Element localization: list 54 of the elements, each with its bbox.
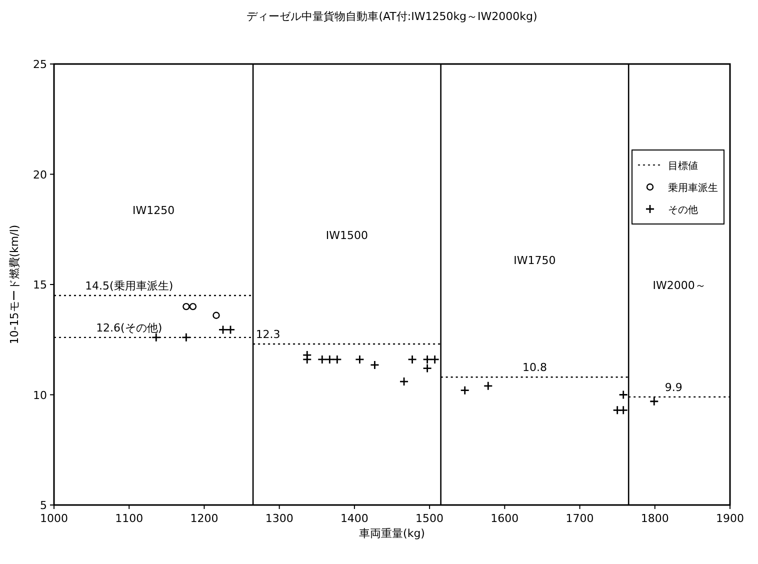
y-tick-label: 5 [40, 499, 47, 512]
y-tick-label: 10 [33, 388, 47, 402]
point [399, 376, 409, 386]
point [218, 325, 228, 334]
y-tick-label: 15 [33, 278, 47, 292]
annotation: 12.6(その他) [96, 321, 162, 334]
x-tick-label: 1900 [716, 512, 744, 525]
point [324, 354, 334, 364]
point [483, 381, 493, 391]
point [370, 360, 380, 370]
point [332, 354, 342, 364]
point [408, 354, 417, 364]
point [460, 386, 470, 396]
point [430, 354, 440, 364]
x-tick-label: 1700 [566, 512, 594, 525]
point [317, 354, 327, 364]
annotation: 10.8 [522, 361, 547, 374]
legend-label: その他 [668, 204, 698, 216]
y-axis-title: 10-15モード燃費(km/l) [8, 224, 21, 344]
point [189, 302, 197, 310]
point [618, 390, 628, 400]
x-tick-label: 1000 [40, 512, 68, 525]
point [422, 354, 432, 364]
point [226, 325, 236, 334]
x-tick-label: 1400 [340, 512, 368, 525]
x-tick-label: 1600 [490, 512, 519, 525]
annotation: IW1250 [132, 204, 175, 217]
annotation: IW1500 [326, 229, 368, 242]
x-tick-label: 1200 [190, 512, 218, 525]
legend-label: 目標値 [668, 160, 698, 172]
chart-title: ディーゼル中量貨物自動車(AT付:IW1250kg～IW2000kg) [246, 10, 538, 23]
point [649, 396, 659, 406]
annotation: 9.9 [664, 380, 682, 394]
point [181, 332, 191, 342]
point [618, 405, 628, 415]
x-axis-title: 車両重量(kg) [359, 527, 425, 540]
y-tick-label: 25 [33, 58, 47, 71]
point [212, 312, 220, 319]
annotation: 14.5(乗用車派生) [85, 280, 174, 293]
annotation: IW1750 [514, 254, 556, 267]
y-tick-label: 20 [33, 168, 47, 182]
point [422, 364, 432, 373]
annotation: IW2000～ [652, 279, 706, 292]
x-tick-label: 1100 [115, 512, 144, 525]
point [182, 302, 190, 310]
point [612, 405, 622, 415]
point [355, 354, 364, 364]
annotation: 12.3 [256, 328, 280, 342]
x-tick-label: 1500 [416, 512, 444, 525]
point [302, 354, 312, 364]
x-tick-label: 1300 [265, 512, 294, 525]
x-tick-label: 1800 [640, 512, 669, 525]
point [151, 332, 161, 342]
legend-label: 乗用車派生 [668, 182, 718, 194]
